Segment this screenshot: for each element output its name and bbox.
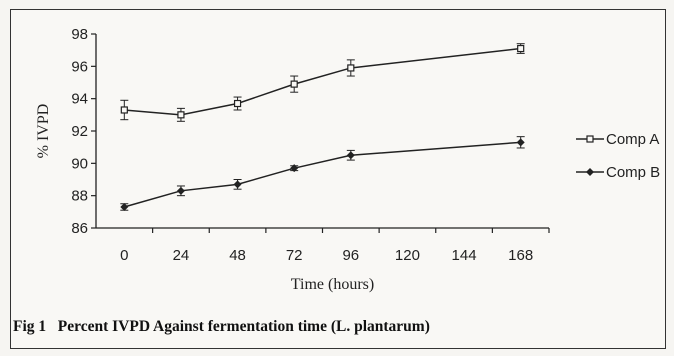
x-tick-label: 72	[286, 247, 303, 264]
data-point-marker	[517, 138, 525, 146]
series-line	[124, 49, 520, 115]
data-point-marker	[587, 136, 593, 142]
y-tick-label: 96	[71, 58, 88, 75]
data-point-marker	[177, 187, 185, 195]
data-point-marker	[347, 151, 355, 159]
data-point-marker	[178, 112, 184, 118]
y-tick-label: 94	[71, 91, 88, 108]
data-point-marker	[586, 168, 594, 176]
x-tick-label: 96	[342, 247, 359, 264]
series-line	[124, 142, 520, 207]
series-b	[120, 137, 524, 211]
y-tick-label: 98	[71, 26, 88, 43]
data-point-marker	[121, 107, 127, 113]
y-tick-label: 90	[71, 155, 88, 172]
x-tick-label: 144	[452, 247, 477, 264]
series-a	[120, 44, 524, 122]
data-point-marker	[235, 101, 241, 107]
caption-text: Percent IVPD Against fermentation time (…	[58, 318, 430, 335]
legend-label: Comp A	[606, 131, 659, 148]
y-tick-label: 92	[71, 123, 88, 140]
y-tick-label: 88	[71, 188, 88, 205]
x-axis-title: Time (hours)	[291, 276, 374, 293]
data-point-marker	[291, 81, 297, 87]
figure-caption: Fig 1 Percent IVPD Against fermentation …	[13, 318, 430, 336]
x-tick-label: 120	[395, 247, 420, 264]
caption-label: Fig 1	[13, 318, 46, 335]
x-tick-label: 24	[173, 247, 190, 264]
x-tick-label: 168	[508, 247, 533, 264]
data-point-marker	[234, 180, 242, 188]
data-point-marker	[348, 65, 354, 71]
x-tick-label: 0	[120, 247, 128, 264]
x-tick-label: 48	[229, 247, 246, 264]
data-point-marker	[518, 46, 524, 52]
y-axis-title: % IVPD	[35, 104, 52, 159]
legend-label: Comp B	[606, 164, 660, 181]
y-tick-label: 86	[71, 220, 88, 237]
legend: Comp A Comp B	[576, 131, 660, 181]
